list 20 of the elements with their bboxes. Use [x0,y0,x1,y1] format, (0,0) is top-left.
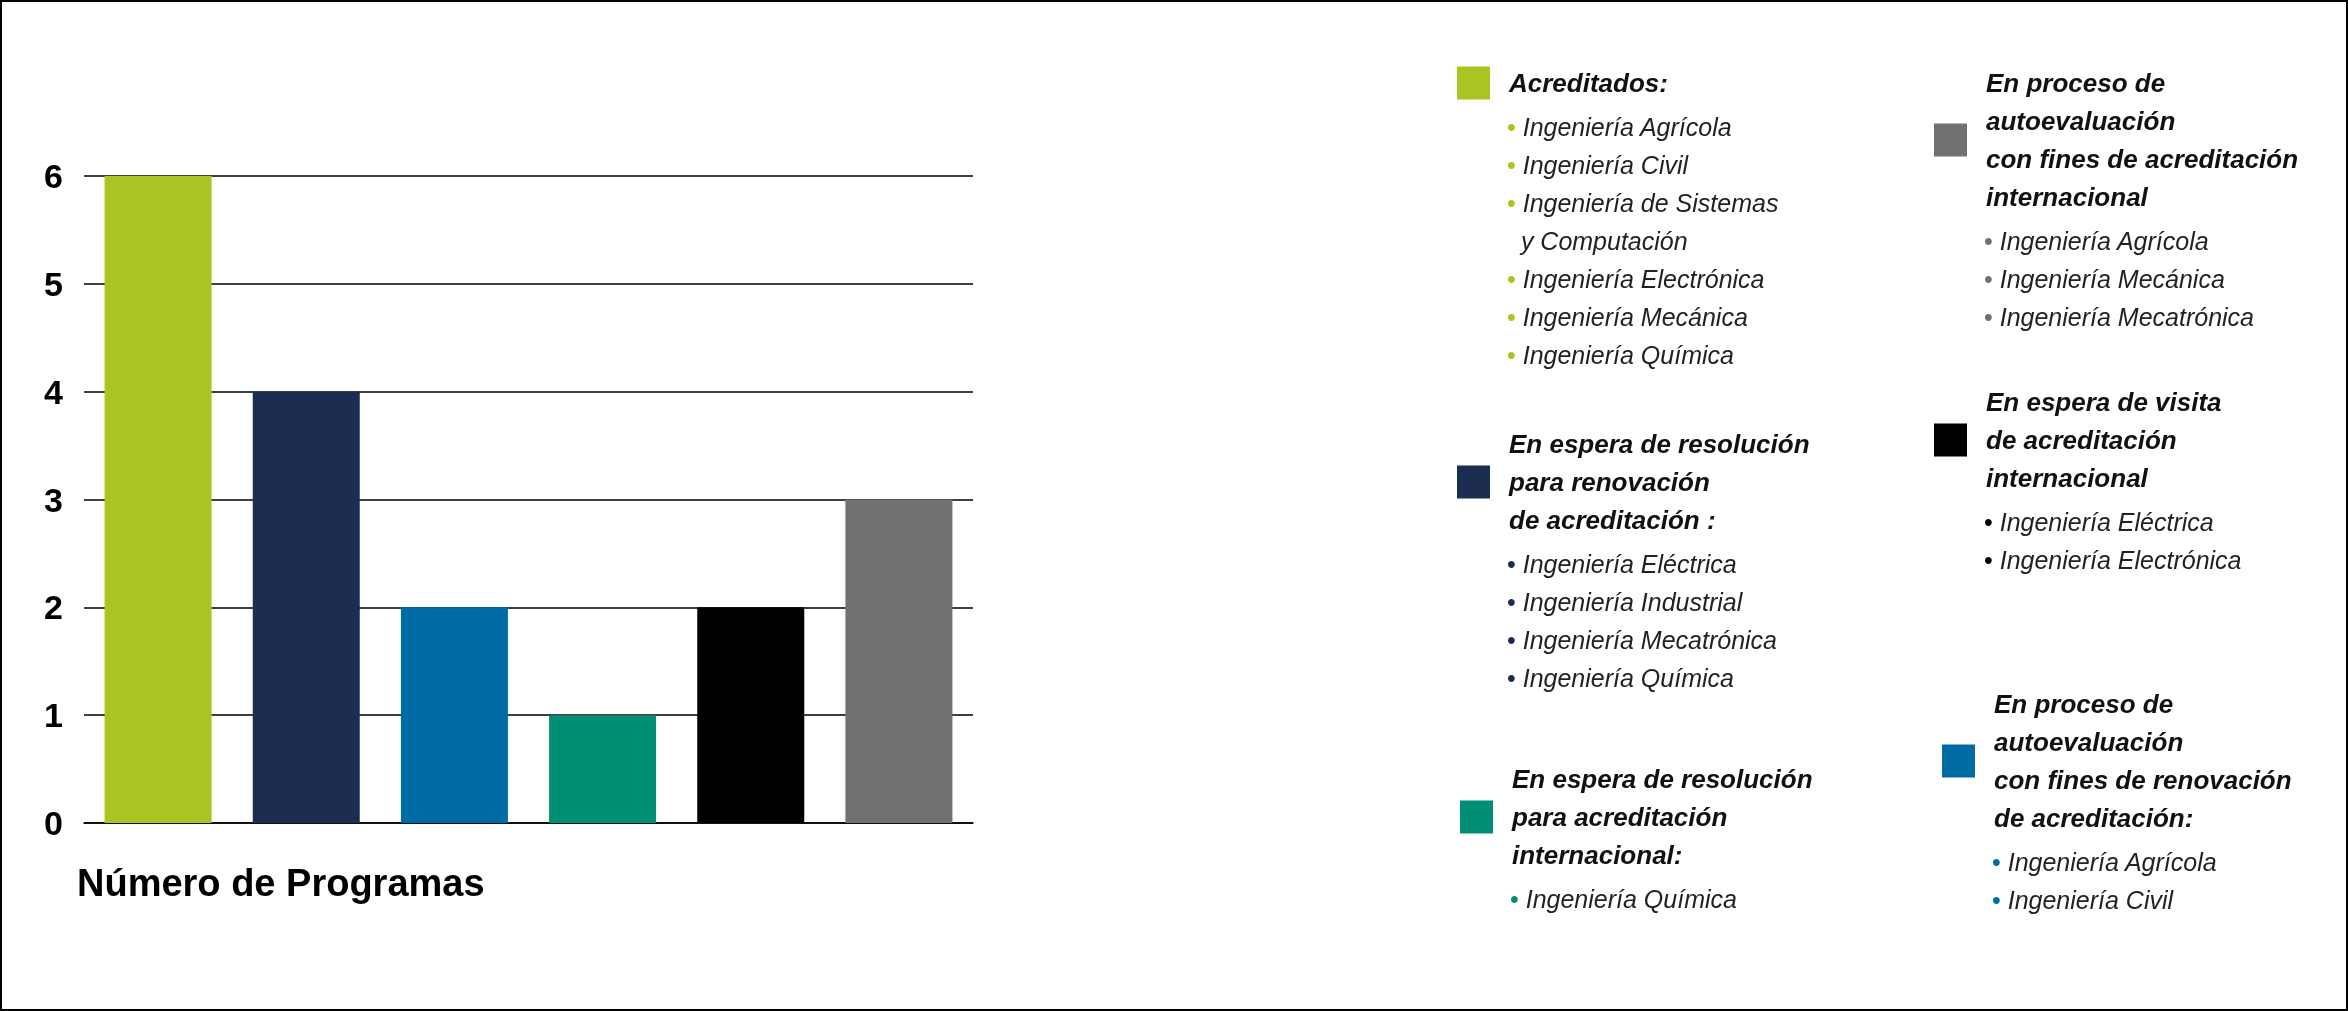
legend-label: En proceso de autoevaluación con fines de renovación de acreditación: [1994,689,2292,833]
text: • Ingeniería Agrícola • Ingeniería Mecánica • Ingeniería Mecatrónica [1984,227,2255,331]
y-tick-label: 2 [44,588,63,627]
y-tick-label: 6 [44,157,63,195]
legend-label: En espera de resolución para renovación de acreditación : [1508,429,1810,535]
y-tick-label: 1 [44,696,63,735]
text: • Ingeniería Agrícola • Ingeniería Civil • Ingeniería de Sistemas y Computación • Ingeniería Electrónica • Ingeniería Mecánica • Ingeniería Química [1507,113,1779,369]
text: • Ingeniería Eléctrica • Ingeniería Electrónica [1984,508,2242,574]
y-tick-label: 0 [44,804,63,842]
y-tick-label: 4 [44,372,63,411]
legend-label: En espera de resolución para acreditación internacional: [1511,764,1813,870]
y-tick-label: 5 [44,264,63,303]
text: • Ingeniería Agrícola • Ingeniería Civil [1992,848,2217,914]
text: • Ingeniería Eléctrica • Ingeniería Industrial • Ingeniería Mecatrónica • Ingeniería Química [1507,550,1778,692]
legend-label: Acreditados: [1508,68,1668,98]
legend-label: En espera de visita de acreditación internacional [1986,387,2222,493]
text: • Ingeniería Química [1510,885,1738,913]
y-tick-label: 3 [44,480,63,519]
x-axis-title: Número de Programas [77,862,485,904]
legend-label: En proceso de autoevaluación con fines de acreditación internacional [1986,68,2299,212]
